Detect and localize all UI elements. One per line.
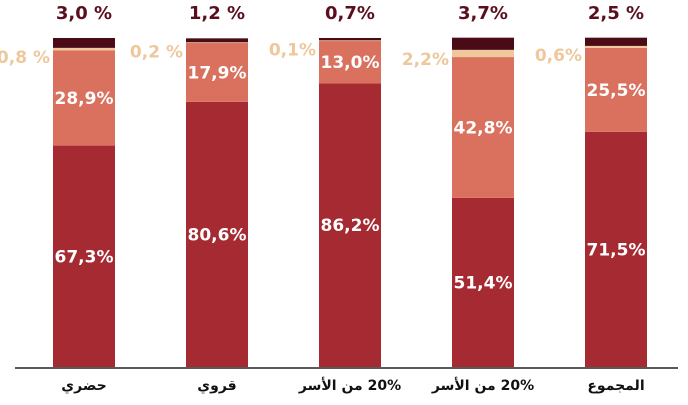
bar-segment-3-cat-3: [319, 40, 381, 42]
data-label-series-3-cat-4: 2,2%: [402, 50, 449, 70]
data-label-series-1-cat-4: 51,4%: [454, 273, 513, 293]
bar-segment-3-cat-5: [585, 45, 647, 48]
bar-segment-4-cat-2: [186, 38, 248, 43]
data-label-series-4-cat-2: 1,2 %: [189, 3, 245, 24]
bar-segment-2-cat-1: [53, 50, 115, 146]
bar-segment-3-cat-4: [452, 49, 514, 58]
bar-segment-2-cat-2: [186, 42, 248, 102]
data-label-series-3-cat-3: 0,1%: [269, 40, 316, 60]
category-label-1: حضري: [61, 378, 106, 395]
data-label-series-4-cat-5: 2,5 %: [588, 3, 644, 24]
category-label-4: 20% من الأسر: [431, 377, 534, 394]
data-label-series-3-cat-2: 0,2 %: [130, 42, 183, 62]
data-label-series-4-cat-1: 3,0 %: [56, 3, 112, 24]
bar-segment-4-cat-4: [452, 37, 514, 50]
bar-segment-1-cat-5: [585, 131, 647, 367]
bar-segment-4-cat-1: [53, 38, 115, 48]
data-label-series-2-cat-3: 13,0%: [321, 53, 380, 73]
data-label-series-2-cat-2: 17,9%: [188, 63, 247, 83]
bar-segment-1-cat-3: [319, 83, 381, 367]
bar-segment-3-cat-2: [186, 42, 248, 44]
data-label-series-3-cat-1: 0,8 %: [0, 48, 50, 68]
bar-segment-1-cat-4: [452, 197, 514, 367]
category-label-5: المجموع: [587, 378, 644, 394]
data-label-series-1-cat-2: 80,6%: [188, 225, 247, 245]
data-label-series-2-cat-5: 25,5%: [587, 81, 646, 101]
data-label-series-2-cat-1: 28,9%: [55, 89, 114, 109]
data-label-series-4-cat-3: 0,7%: [325, 3, 375, 24]
data-label-series-3-cat-5: 0,6%: [535, 46, 582, 66]
bars-group: [53, 37, 647, 368]
bar-segment-2-cat-4: [452, 57, 514, 198]
labels-group: 67,3% 28,9% 0,8 % 3,0 % حضري 80,6% 17,9%0,2 % 1…: [0, 3, 645, 395]
data-label-series-4-cat-4: 3,7%: [458, 3, 508, 24]
bar-segment-2-cat-5: [585, 47, 647, 132]
bar-segment-1-cat-1: [53, 145, 115, 367]
bar-segment-4-cat-5: [585, 37, 647, 46]
category-label-2: قروي: [197, 378, 236, 395]
data-label-series-2-cat-4: 42,8%: [454, 118, 513, 138]
bar-segment-3-cat-1: [53, 47, 115, 51]
bar-segment-4-cat-3: [319, 38, 381, 41]
data-label-series-1-cat-3: 86,2%: [321, 216, 380, 236]
data-label-series-1-cat-1: 67,3%: [55, 247, 114, 267]
bar-segment-2-cat-3: [319, 40, 381, 84]
category-label-3: 20% من الأسر: [298, 377, 401, 394]
data-label-series-1-cat-5: 71,5%: [587, 240, 646, 260]
bar-segment-1-cat-2: [186, 101, 248, 368]
